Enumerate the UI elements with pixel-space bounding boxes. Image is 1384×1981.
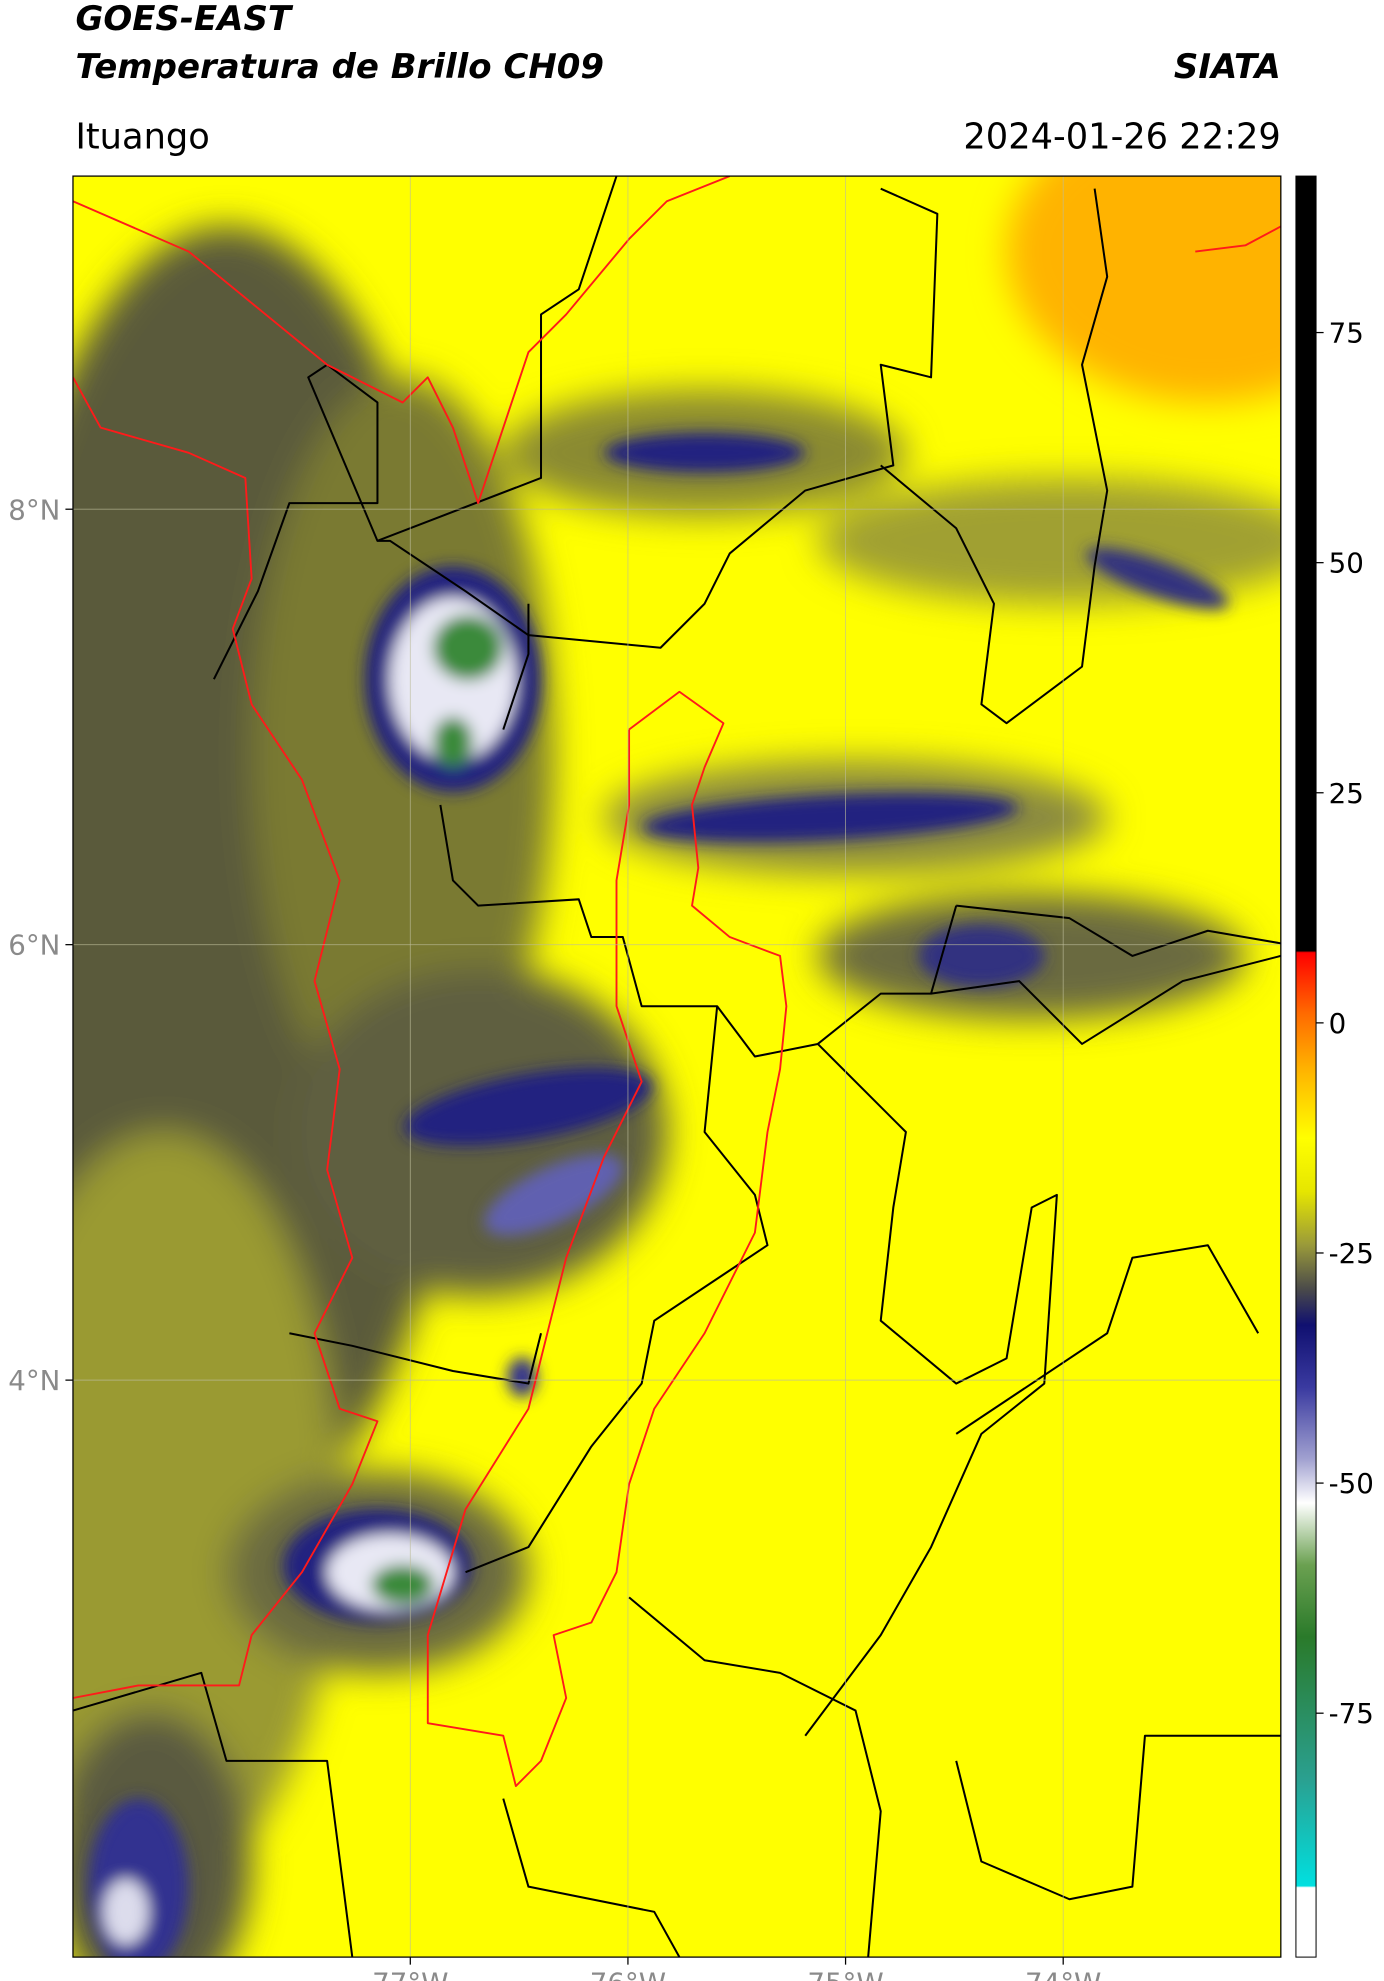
- colorbar-tick-label: 75: [1329, 317, 1364, 350]
- x-tick-label: 77°W: [372, 1966, 448, 1981]
- colorbar-tick-label: -50: [1329, 1467, 1374, 1500]
- colorbar-tick-label: 50: [1329, 547, 1364, 580]
- x-tick-label: 74°W: [1025, 1966, 1101, 1981]
- borders: [72, 176, 1281, 1958]
- location: Ituango: [75, 116, 209, 157]
- subtitle: Temperatura de Brillo CH09: [75, 47, 604, 87]
- source: SIATA: [1174, 47, 1281, 87]
- map-frame: [72, 175, 1282, 1958]
- x-tick-label: 75°W: [807, 1966, 883, 1981]
- y-tick-label: 4°N: [8, 1364, 60, 1397]
- title: GOES-EAST: [75, 0, 293, 39]
- colorbar-tick-label: -75: [1329, 1697, 1374, 1730]
- satellite-image: [72, 176, 1281, 1958]
- x-tick-label: 76°W: [590, 1966, 666, 1981]
- graticule: [72, 176, 1281, 1958]
- y-tick-label: 6°N: [8, 929, 60, 962]
- colorbar-tick-label: -25: [1329, 1237, 1374, 1270]
- colorbar: [1295, 175, 1317, 1958]
- colorbar-tick-label: 25: [1329, 777, 1364, 810]
- colorbar-tick-label: 0: [1329, 1007, 1347, 1040]
- y-tick-label: 8°N: [8, 493, 60, 526]
- datetime: 2024-01-26 22:29: [963, 116, 1280, 157]
